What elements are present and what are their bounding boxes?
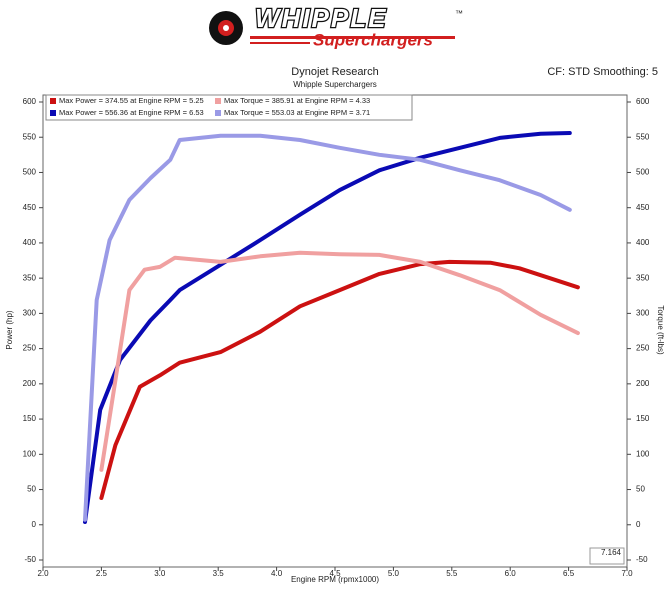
y2-tick-label: 500 <box>636 168 650 177</box>
legend-swatch <box>215 98 221 104</box>
y2-tick-label: 600 <box>636 97 650 106</box>
y-tick-label: -50 <box>24 555 36 564</box>
y-axis-label: Power (hp) <box>5 310 14 349</box>
legend-label: Max Power = 374.55 at Engine RPM = 5.25 <box>59 96 204 105</box>
y-tick-label: 600 <box>23 97 37 106</box>
y2-tick-label: 550 <box>636 132 650 141</box>
y2-tick-label: 0 <box>636 520 641 529</box>
legend-label: Max Torque = 553.03 at Engine RPM = 3.71 <box>224 108 370 117</box>
y2-tick-label: 300 <box>636 308 650 317</box>
settings-label: CF: STD Smoothing: 5 <box>547 66 658 78</box>
y-tick-label: 200 <box>23 379 37 388</box>
logo-stripe <box>250 42 310 44</box>
logo-tagline: Superchargers <box>313 30 433 49</box>
y-tick-label: 400 <box>23 238 37 247</box>
x-axis-label: Engine RPM (rpmx1000) <box>291 575 379 584</box>
series-line <box>99 259 580 500</box>
y2-tick-label: 100 <box>636 449 650 458</box>
chart-title: Dynojet Research <box>291 66 378 78</box>
y-tick-label: 300 <box>23 308 37 317</box>
y2-tick-label: 350 <box>636 273 650 282</box>
x-tick-label: 6.5 <box>563 569 575 578</box>
x-tick-label: 3.0 <box>154 569 166 578</box>
logo: WHIPPLE ™ Superchargers <box>209 2 463 49</box>
legend-label: Max Torque = 385.91 at Engine RPM = 4.33 <box>224 96 370 105</box>
legend-swatch <box>215 110 221 116</box>
x-tick-label: 4.5 <box>329 569 341 578</box>
logo-brand: WHIPPLE <box>255 3 387 33</box>
x-tick-label: 4.0 <box>271 569 283 578</box>
y2-tick-label: 450 <box>636 203 650 212</box>
plot-frame <box>42 94 628 568</box>
x-tick-label: 2.0 <box>37 569 49 578</box>
y2-tick-label: 200 <box>636 379 650 388</box>
y2-tick-label: -50 <box>636 555 648 564</box>
series-line <box>83 131 572 524</box>
legend-box <box>45 94 413 121</box>
legend: Max Power = 374.55 at Engine RPM = 5.25 M… <box>45 94 413 121</box>
x-tick-label: 7.0 <box>621 569 633 578</box>
corner-label: 7.164 <box>601 548 622 557</box>
chart-subtitle: Whipple Superchargers <box>293 80 377 89</box>
y-tick-label: 500 <box>23 168 37 177</box>
y-tick-label: 550 <box>23 132 37 141</box>
x-tick-label: 2.5 <box>96 569 108 578</box>
x-tick-label: 3.5 <box>213 569 225 578</box>
y-tick-label: 0 <box>32 520 37 529</box>
series-line <box>99 250 580 472</box>
logo-stripe <box>250 36 455 39</box>
y2-axis-label: Torque (ft-lbs) <box>656 305 665 355</box>
y-tick-label: 350 <box>23 273 37 282</box>
logo-emblem-center <box>223 25 229 31</box>
y-tick-label: 100 <box>23 449 37 458</box>
y-tick-label: 150 <box>23 414 37 423</box>
y-tick-label: 50 <box>27 485 36 494</box>
logo-tm: ™ <box>455 9 463 18</box>
legend-swatch <box>50 98 56 104</box>
y2-tick-label: 50 <box>636 485 645 494</box>
y2-tick-label: 150 <box>636 414 650 423</box>
y-tick-label: 450 <box>23 203 37 212</box>
y-tick-label: 250 <box>23 344 37 353</box>
x-tick-label: 5.5 <box>446 569 458 578</box>
y2-tick-label: 400 <box>636 238 650 247</box>
x-tick-label: 5.0 <box>388 569 400 578</box>
series-line <box>83 133 572 522</box>
corner-box <box>589 547 625 565</box>
x-tick-label: 6.0 <box>505 569 517 578</box>
legend-label: Max Power = 556.36 at Engine RPM = 6.53 <box>59 108 204 117</box>
y2-tick-label: 250 <box>636 344 650 353</box>
legend-swatch <box>50 110 56 116</box>
